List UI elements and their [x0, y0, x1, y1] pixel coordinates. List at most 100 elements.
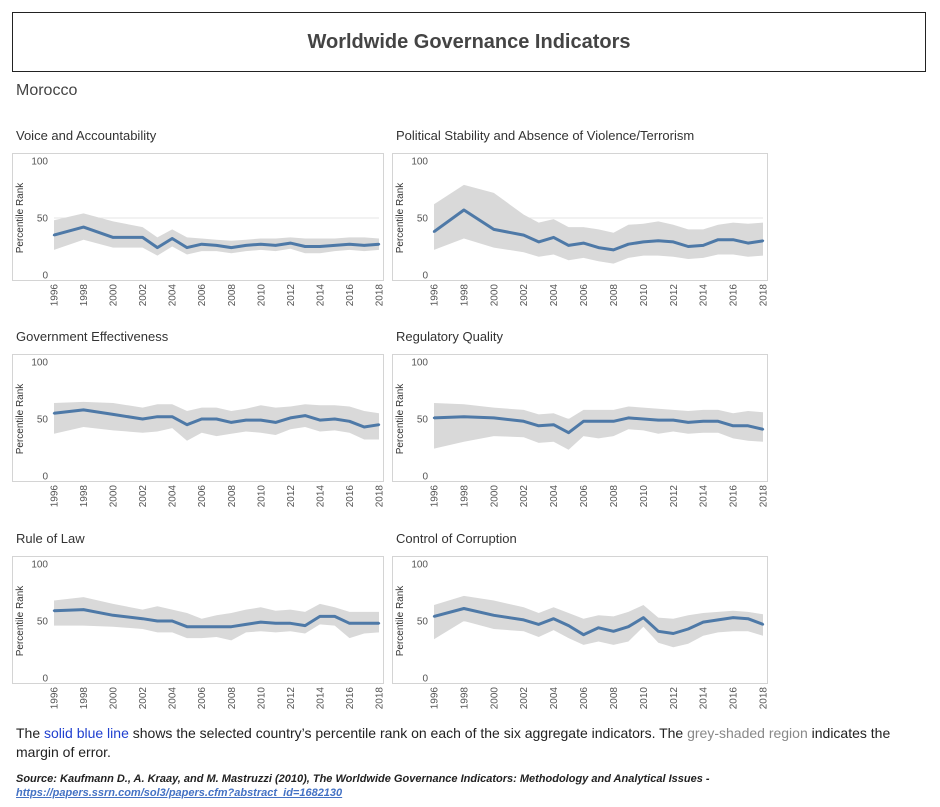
- data-point: [567, 431, 570, 434]
- chart-rule-of-law: 0 50 100 Percentile Rank 1996 1998 2000 2002 200…: [12, 556, 386, 710]
- data-point: [52, 233, 56, 237]
- caption-text-2: shows the selected country’s percentile …: [128, 725, 688, 741]
- percentile-rank-line: [433, 415, 764, 435]
- x-tick-label: 1998: [459, 687, 470, 710]
- data-point: [642, 417, 645, 421]
- percentile-rank-line: [433, 208, 764, 252]
- data-point: [348, 420, 351, 423]
- data-point: [552, 236, 555, 239]
- x-tick-label: 1996: [430, 284, 441, 307]
- y-axis-label: Percentile Rank: [15, 182, 26, 254]
- data-point: [52, 609, 56, 612]
- data-point: [716, 238, 720, 241]
- x-tick-label: 2010: [256, 284, 267, 307]
- chart-title-rule-of-law: Rule of Law: [16, 531, 85, 546]
- data-point: [731, 616, 735, 619]
- data-point: [702, 620, 705, 624]
- margin-of-error-band: [434, 403, 763, 450]
- x-tick-label: 2006: [579, 284, 590, 307]
- x-tick-label: 1996: [50, 284, 61, 307]
- data-point: [259, 418, 262, 422]
- data-point: [244, 244, 248, 247]
- data-point: [657, 239, 660, 242]
- x-tick-label: 2014: [315, 284, 326, 307]
- y-axis-label: Percentile Rank: [15, 585, 26, 657]
- data-point: [82, 608, 85, 611]
- y-axis-label: Percentile Rank: [395, 585, 406, 657]
- data-point: [318, 418, 322, 422]
- chart-title-regulatory: Regulatory Quality: [396, 329, 503, 344]
- chart-title-stability: Political Stability and Absence of Viole…: [396, 128, 695, 143]
- data-point: [333, 244, 336, 247]
- y-tick-label: 50: [37, 415, 49, 426]
- y-tick-label: 100: [411, 560, 428, 571]
- chart-title-corruption: Control of Corruption: [396, 531, 517, 546]
- y-tick-label: 0: [42, 674, 48, 685]
- data-point: [627, 625, 630, 628]
- data-point: [156, 246, 159, 249]
- data-point: [612, 630, 615, 633]
- data-point: [171, 237, 174, 240]
- x-tick-label: 2014: [315, 485, 326, 508]
- y-tick-label: 50: [37, 214, 49, 225]
- chart-title-effectiveness: Government Effectiveness: [16, 329, 169, 344]
- x-tick-label: 2016: [729, 284, 740, 307]
- data-point: [462, 607, 466, 610]
- x-tick-label: 2002: [519, 485, 530, 508]
- x-tick-label: 2012: [286, 284, 297, 307]
- x-tick-label: 2014: [699, 485, 710, 508]
- x-tick-label: 2004: [549, 687, 560, 710]
- x-tick-label: 1996: [50, 485, 61, 508]
- data-point: [156, 619, 159, 623]
- y-tick-label: 0: [422, 674, 428, 685]
- x-tick-label: 2000: [109, 284, 120, 307]
- data-point: [318, 245, 322, 248]
- data-point: [582, 420, 585, 423]
- data-point: [567, 624, 570, 627]
- margin-of-error-band: [54, 597, 379, 641]
- data-point: [492, 614, 495, 617]
- data-point: [200, 243, 203, 246]
- data-point: [318, 615, 322, 618]
- x-tick-label: 1998: [79, 284, 90, 307]
- y-tick-label: 0: [422, 472, 428, 483]
- data-point: [274, 244, 277, 247]
- chart-voice-accountability: 0 50 100 Percentile Rank 1996 1998 2000 2002 200…: [12, 153, 386, 307]
- data-point: [274, 421, 277, 424]
- data-point: [582, 241, 585, 245]
- data-point: [761, 623, 765, 626]
- data-point: [377, 423, 381, 426]
- x-tick-label: 2008: [227, 687, 238, 710]
- data-point: [672, 632, 675, 635]
- data-point: [348, 243, 351, 246]
- plot-frame: [392, 153, 768, 281]
- x-tick-label: 2002: [138, 485, 149, 508]
- data-point: [746, 424, 750, 427]
- data-point: [642, 616, 645, 619]
- data-point: [582, 633, 585, 636]
- data-point: [492, 228, 495, 231]
- data-point: [687, 245, 690, 248]
- chart-regulatory-quality: 0 50 100 Percentile Rank 1996 1998 2000 2002 200…: [392, 354, 770, 508]
- data-point: [672, 240, 675, 244]
- percentile-rank-line: [53, 608, 379, 629]
- data-point: [82, 225, 85, 229]
- x-tick-label: 2004: [549, 485, 560, 508]
- x-tick-label: 2002: [138, 284, 149, 307]
- data-point: [363, 244, 366, 247]
- caption: The solid blue line shows the selected c…: [16, 724, 926, 762]
- plot-frame: [12, 354, 384, 482]
- source-link[interactable]: https://papers.ssrn.com/sol3/papers.cfm?…: [16, 787, 343, 799]
- x-tick-label: 2018: [759, 687, 770, 710]
- y-tick-label: 100: [31, 358, 48, 369]
- data-point: [552, 617, 555, 620]
- x-tick-label: 2016: [345, 687, 356, 710]
- data-point: [185, 625, 189, 628]
- data-point: [746, 241, 750, 245]
- data-point: [657, 630, 660, 633]
- caption-text-3: indicates the margin of error.: [16, 725, 891, 760]
- source-text: Source: Kaufmann D., A. Kraay, and M. Ma…: [16, 773, 710, 785]
- x-tick-label: 2006: [579, 687, 590, 710]
- x-tick-label: 2014: [315, 687, 326, 710]
- title-box: Worldwide Governance Indicators: [12, 12, 926, 72]
